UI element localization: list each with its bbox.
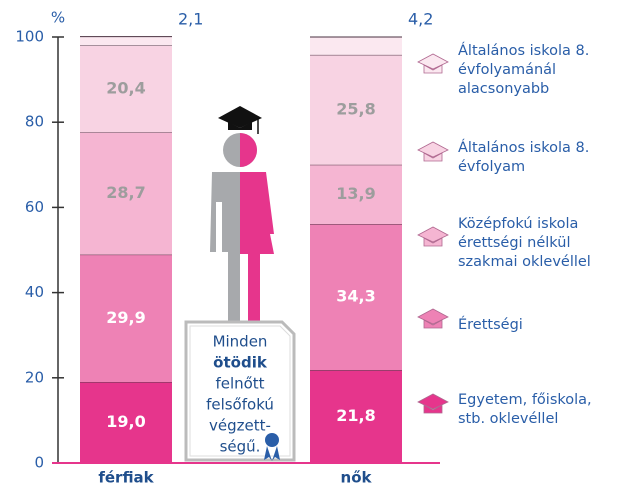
legend-cap-body	[423, 237, 443, 247]
legend-icon	[417, 141, 449, 162]
legend-cap-body	[423, 404, 443, 414]
annotation-line: felnőtt	[215, 375, 264, 393]
value-label: 34,3	[336, 287, 375, 306]
note-box	[184, 320, 296, 462]
legend-label: Egyetem, főiskola, stb. oklevéllel	[458, 392, 592, 427]
value-label: 2,1	[178, 10, 203, 29]
bar-segment	[80, 45, 172, 133]
value-label: 19,0	[106, 412, 145, 431]
bar-segment	[80, 132, 172, 255]
legend-cap	[417, 141, 449, 158]
y-tick-label: 0	[34, 454, 44, 472]
bar-segment	[310, 224, 402, 371]
legend-icon	[417, 393, 449, 414]
x-tick-label: férfiak	[98, 469, 154, 486]
bar-segment	[80, 36, 172, 46]
bar-segment	[80, 382, 172, 463]
legend-label: Általános iskola 8. évfolyam	[458, 140, 590, 175]
value-label: 25,8	[336, 99, 375, 118]
bar-segment	[310, 164, 402, 225]
legend-label: Érettségi	[458, 316, 523, 333]
bar-segment	[310, 54, 402, 165]
bar-segment	[310, 37, 402, 55]
value-label: 28,7	[106, 183, 145, 202]
annotation-line: végzett-	[209, 417, 271, 435]
legend-cap	[417, 393, 449, 410]
value-label: 13,9	[336, 184, 375, 203]
y-tick-label: 100	[15, 28, 44, 46]
y-tick-label: 40	[25, 283, 44, 301]
y-tick-label: 20	[25, 368, 44, 386]
value-label: 21,8	[336, 406, 375, 425]
bar-segment	[310, 370, 402, 463]
legend-label: Általános iskola 8. évfolyamánál alacson…	[458, 42, 590, 97]
legend-cap-body	[423, 64, 443, 74]
legend-cap	[417, 226, 449, 243]
x-tick-label: nők	[341, 469, 373, 486]
value-label: 29,9	[106, 308, 145, 327]
bar-segment	[80, 254, 172, 383]
y-tick-label: 60	[25, 198, 44, 216]
legend-cap	[417, 53, 449, 70]
annotation-line: felsőfokú	[206, 396, 274, 414]
legend-icon	[417, 226, 449, 247]
annotation-line: ötödik	[213, 354, 268, 372]
legend-icon	[417, 308, 449, 329]
person-figure	[210, 106, 274, 322]
legend-icon	[417, 53, 449, 74]
value-label: 20,4	[106, 78, 145, 97]
legend-cap-body	[423, 152, 443, 162]
legend-cap-body	[423, 319, 443, 329]
annotation-line: Minden	[213, 333, 268, 351]
y-tick-label: 80	[25, 113, 44, 131]
value-label: 4,2	[408, 10, 433, 29]
legend-label: Középfokú iskola érettségi nélkül szakma…	[458, 215, 591, 270]
legend-cap	[417, 308, 449, 325]
annotation-line: ségű.	[220, 438, 261, 456]
y-axis-label: %	[51, 9, 65, 27]
